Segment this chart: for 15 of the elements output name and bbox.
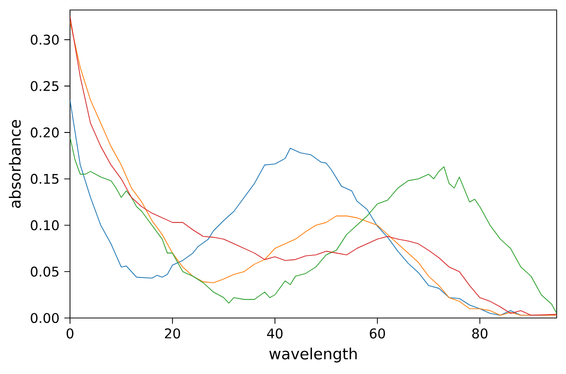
x-tick-label: 0 [66,328,74,338]
x-tick-label: 40 [267,328,283,338]
y-axis-title: absorbance [8,120,21,208]
y-tick-label: 0.10 [30,220,59,230]
x-tick-label: 80 [472,328,488,338]
y-tick-label: 0.15 [30,174,58,184]
line-series [70,136,557,314]
y-tick-label: 0.00 [30,312,59,324]
y-tick-label: 0.25 [30,81,58,92]
y-tick-label: 0.20 [30,127,59,138]
x-axis-title: wavelength [269,348,357,362]
y-tick-label: 0.30 [30,34,59,45]
y-tick-label: 0.05 [30,266,58,277]
x-tick-label: 20 [164,328,180,338]
x-tick-label: 60 [370,328,385,338]
